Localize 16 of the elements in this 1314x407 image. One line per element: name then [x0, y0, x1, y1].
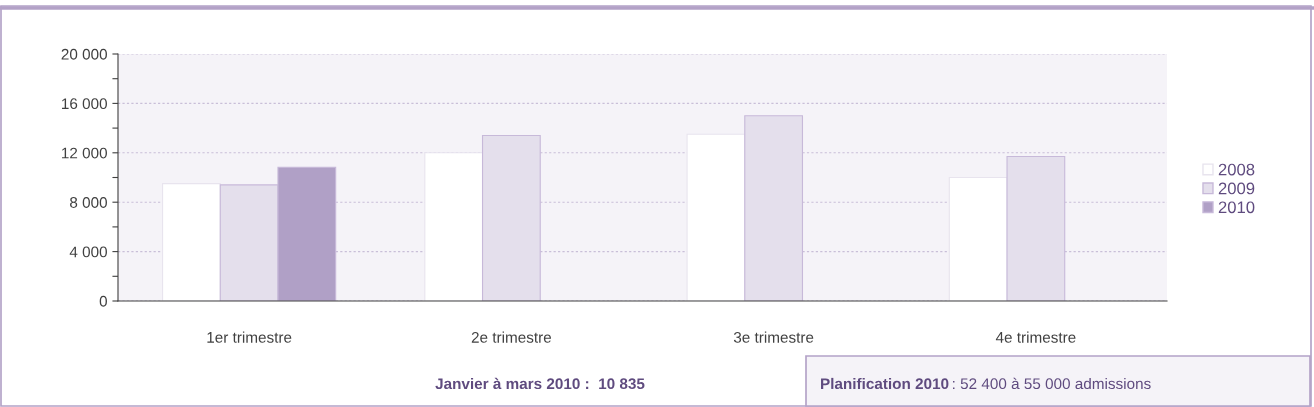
- x-tick-label: 4e trimestre: [995, 331, 1076, 343]
- legend-label: 2008: [1218, 163, 1255, 176]
- legend-label: 2009: [1218, 182, 1255, 195]
- legend-label: 2010: [1218, 201, 1255, 214]
- y-tick-label: 20 000: [61, 48, 107, 60]
- text: Janvier à mars 2010 : 10 835: [435, 377, 645, 390]
- y-tick-label: 16 000: [62, 98, 107, 110]
- y-tick-label: 8 000: [70, 197, 107, 208]
- y-tick-label: 12 000: [62, 147, 107, 159]
- text: Planification 2010: [821, 377, 949, 390]
- text: : 52 400 à 55 000 admissions: [953, 377, 1151, 390]
- y-tick-label: 4 000: [69, 246, 107, 258]
- y-tick-label: 0: [99, 295, 107, 307]
- x-tick-label: 1er trimestre: [207, 331, 292, 343]
- x-tick-label: 3e trimestre: [733, 331, 814, 343]
- x-tick-label: 2e trimestre: [471, 331, 552, 343]
